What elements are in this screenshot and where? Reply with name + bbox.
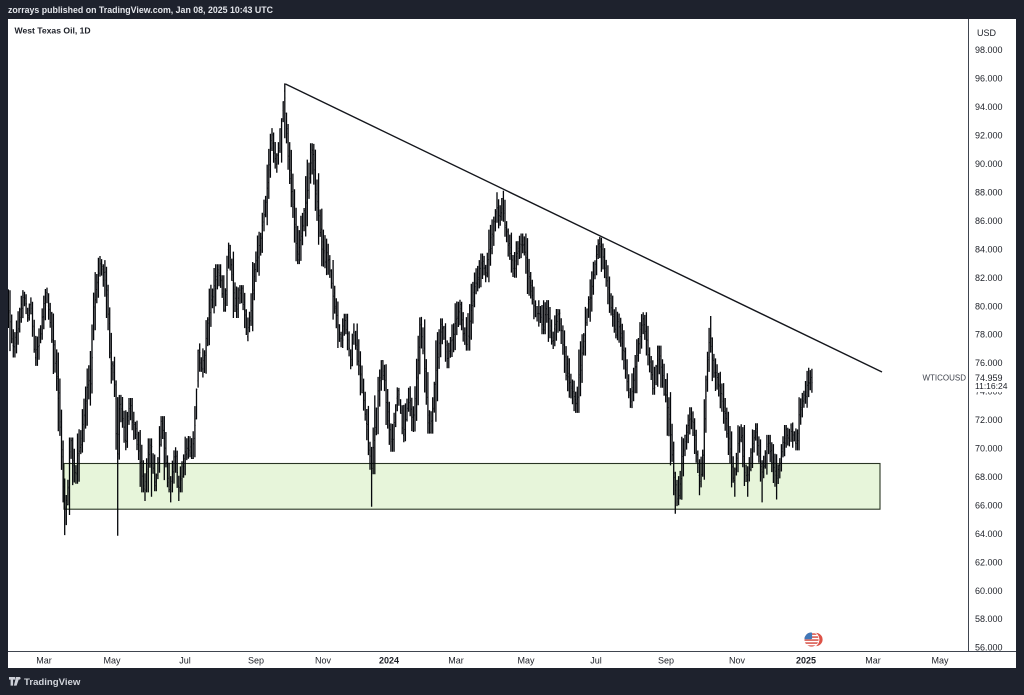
svg-text:West Texas Oil, 1D: West Texas Oil, 1D xyxy=(15,26,91,36)
svg-text:98.000: 98.000 xyxy=(975,45,1003,55)
svg-text:64.000: 64.000 xyxy=(975,529,1003,539)
svg-text:2025: 2025 xyxy=(796,656,816,666)
svg-text:May: May xyxy=(103,656,121,666)
svg-text:62.000: 62.000 xyxy=(975,557,1003,567)
svg-text:76.000: 76.000 xyxy=(975,358,1003,368)
svg-text:60.000: 60.000 xyxy=(975,586,1003,596)
svg-text:74.959: 74.959 xyxy=(975,373,1003,383)
svg-text:96.000: 96.000 xyxy=(975,74,1003,84)
svg-text:68.000: 68.000 xyxy=(975,472,1003,482)
svg-text:72.000: 72.000 xyxy=(975,415,1003,425)
svg-text:Mar: Mar xyxy=(36,656,52,666)
svg-text:90.000: 90.000 xyxy=(975,159,1003,169)
svg-text:11:16:24: 11:16:24 xyxy=(975,381,1008,391)
svg-text:70.000: 70.000 xyxy=(975,444,1003,454)
svg-text:Mar: Mar xyxy=(865,656,881,666)
svg-text:WTICOUSD: WTICOUSD xyxy=(922,373,966,382)
svg-text:82.000: 82.000 xyxy=(975,273,1003,283)
svg-text:May: May xyxy=(517,656,535,666)
svg-text:94.000: 94.000 xyxy=(975,102,1003,112)
svg-text:88.000: 88.000 xyxy=(975,188,1003,198)
svg-text:86.000: 86.000 xyxy=(975,216,1003,226)
svg-text:56.000: 56.000 xyxy=(975,643,1003,653)
svg-text:Nov: Nov xyxy=(729,656,746,666)
svg-text:Sep: Sep xyxy=(658,656,674,666)
svg-text:Mar: Mar xyxy=(448,656,464,666)
svg-text:84.000: 84.000 xyxy=(975,244,1003,254)
svg-text:66.000: 66.000 xyxy=(975,500,1003,510)
svg-text:May: May xyxy=(931,656,949,666)
svg-text:92.000: 92.000 xyxy=(975,131,1003,141)
svg-text:78.000: 78.000 xyxy=(975,330,1003,340)
svg-text:58.000: 58.000 xyxy=(975,614,1003,624)
svg-text:80.000: 80.000 xyxy=(975,301,1003,311)
svg-text:Jul: Jul xyxy=(590,656,602,666)
svg-text:Sep: Sep xyxy=(248,656,264,666)
svg-text:Jul: Jul xyxy=(179,656,191,666)
svg-text:2024: 2024 xyxy=(379,656,399,666)
svg-text:USD: USD xyxy=(977,28,997,38)
svg-text:Nov: Nov xyxy=(315,656,332,666)
